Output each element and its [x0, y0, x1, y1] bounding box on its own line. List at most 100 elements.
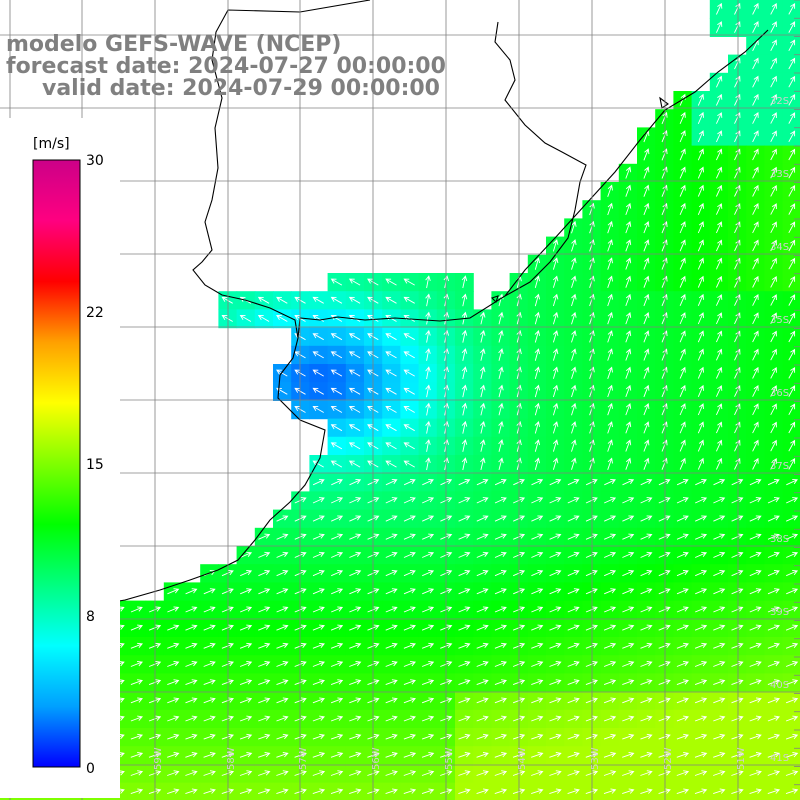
wind-arrow	[661, 166, 668, 179]
wind-arrow	[403, 606, 416, 613]
wind-arrow	[330, 715, 344, 722]
wind-arrow	[385, 770, 398, 776]
wind-arrow	[458, 624, 471, 631]
colorbar-tick-22: 22	[86, 305, 104, 321]
wind-arrow	[734, 439, 741, 452]
wind-arrow	[731, 770, 744, 776]
wind-arrow	[385, 788, 398, 795]
wind-arrow	[312, 788, 326, 795]
wind-arrow	[221, 770, 235, 776]
wind-arrow	[625, 257, 632, 270]
wind-arrow	[203, 661, 216, 667]
wind-arrow	[622, 606, 635, 613]
wind-arrow	[679, 421, 686, 434]
wind-arrow	[713, 588, 726, 595]
wind-arrow	[713, 697, 726, 704]
wind-arrow	[731, 733, 744, 740]
wind-arrow	[422, 588, 435, 595]
wind-arrow	[585, 715, 598, 722]
wind-arrow	[731, 570, 744, 577]
wind-arrow	[770, 221, 777, 234]
wind-arrow	[571, 220, 577, 234]
wind-arrow	[585, 642, 598, 649]
wind-arrow	[749, 497, 762, 504]
wind-arrow	[221, 296, 233, 304]
wind-arrow	[567, 733, 580, 740]
wind-arrow	[425, 366, 431, 380]
wind-arrow	[403, 515, 416, 522]
wind-arrow	[531, 679, 544, 686]
wind-arrow	[603, 661, 617, 667]
wind-arrow	[676, 533, 689, 540]
wind-arrow	[715, 348, 723, 361]
wind-arrow	[770, 2, 777, 15]
wind-arrow	[258, 624, 271, 631]
wind-arrow	[312, 315, 324, 322]
wind-arrow	[661, 312, 668, 325]
wind-arrow	[752, 112, 759, 124]
wind-arrow	[788, 112, 796, 124]
lon-label: 52W	[663, 747, 674, 770]
wind-arrow	[549, 624, 562, 631]
wind-arrow	[734, 348, 741, 361]
wind-arrow	[349, 551, 362, 558]
wind-arrow	[752, 75, 759, 88]
wind-arrow	[625, 330, 632, 343]
wind-arrow	[476, 533, 489, 540]
wind-arrow	[749, 478, 762, 486]
wind-arrow	[552, 348, 559, 361]
wind-arrow	[676, 570, 689, 577]
wind-arrow	[330, 424, 343, 432]
wind-arrow	[167, 697, 180, 704]
wind-arrow	[661, 403, 668, 416]
wind-arrow	[567, 497, 580, 504]
wind-arrow	[788, 457, 796, 470]
lat-label: 39S	[770, 607, 789, 618]
wind-arrow	[643, 239, 650, 252]
wind-arrow	[312, 752, 326, 758]
wind-arrow	[425, 402, 431, 416]
wind-arrow	[585, 661, 598, 667]
wind-arrow	[239, 733, 253, 740]
wind-arrow	[589, 257, 595, 270]
wind-arrow	[695, 551, 708, 558]
wind-arrow	[494, 515, 507, 522]
wind-arrow	[552, 293, 559, 307]
wind-arrow	[752, 239, 759, 252]
wind-arrow	[661, 184, 668, 197]
wind-arrow	[643, 202, 650, 216]
wind-arrow	[697, 457, 704, 470]
wind-arrow	[498, 348, 504, 361]
wind-arrow	[731, 497, 744, 504]
wind-arrow	[715, 93, 723, 106]
lon-label: 53W	[590, 747, 601, 770]
wind-arrow	[458, 533, 471, 540]
wind-arrow	[679, 348, 686, 361]
wind-arrow	[661, 439, 668, 452]
wind-arrow	[312, 661, 325, 667]
wind-arrow	[713, 752, 726, 758]
wind-arrow	[221, 570, 234, 577]
wind-arrow	[770, 148, 777, 161]
wind-arrow	[589, 421, 595, 434]
wind-arrow	[349, 588, 362, 595]
wind-arrow	[534, 311, 541, 325]
wind-arrow	[185, 733, 198, 740]
wind-arrow	[330, 351, 343, 359]
wind-arrow	[348, 351, 361, 359]
wind-arrow	[734, 221, 741, 234]
wind-arrow	[752, 330, 759, 343]
wind-arrow	[713, 533, 726, 540]
wind-arrow	[571, 366, 577, 379]
wind-arrow	[421, 697, 435, 704]
wind-arrow	[185, 679, 198, 686]
wind-arrow	[167, 679, 180, 686]
wind-arrow	[697, 384, 704, 397]
wind-arrow	[734, 257, 741, 270]
wind-arrow	[403, 442, 415, 450]
wind-arrow	[676, 752, 690, 758]
wind-arrow	[734, 93, 741, 106]
wind-arrow	[788, 21, 796, 33]
wind-arrow	[458, 588, 471, 595]
wind-arrow	[458, 570, 471, 577]
